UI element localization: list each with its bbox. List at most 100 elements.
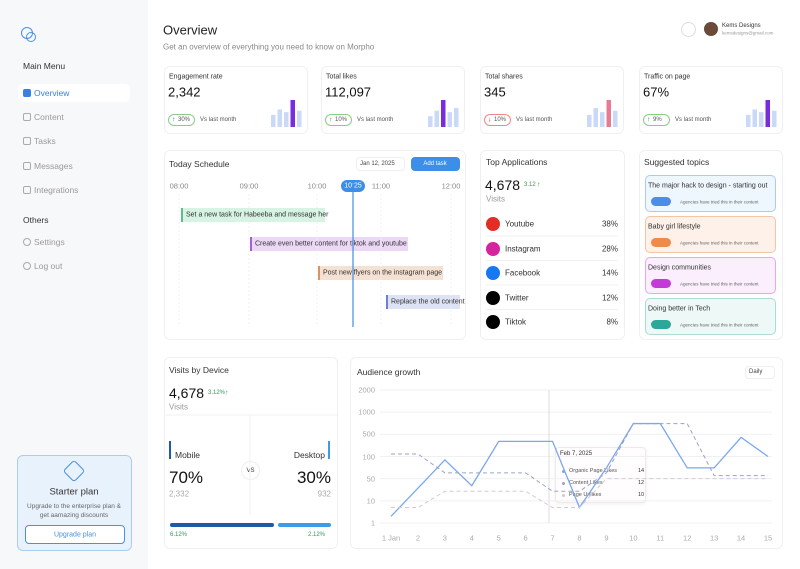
device-count: 932 [317, 489, 331, 499]
legend-name: Organic Page Likes [569, 468, 617, 474]
topic-title[interactable]: Design communities [648, 264, 712, 272]
badge [484, 114, 511, 126]
others-title: Others [23, 215, 49, 225]
mini-bar [606, 100, 611, 127]
x-tick-label: 14 [736, 533, 746, 543]
stat-value: 67% [643, 84, 670, 100]
task-label[interactable]: Post new flyers on the instagram page [323, 269, 443, 277]
menu-title: Main Menu [23, 61, 66, 71]
menu-icon [23, 113, 31, 121]
card-title: Audience growth [357, 367, 421, 377]
app-icon [486, 217, 500, 231]
x-tick-label: 11 [656, 533, 665, 543]
time-label: 11:00 [371, 181, 391, 191]
mini-bar [746, 114, 751, 127]
stat-value: 345 [484, 84, 506, 100]
mobile-progress [170, 523, 274, 527]
y-tick-label: 1000 [358, 407, 375, 417]
topic-title[interactable]: Doing better in Tech [648, 305, 711, 313]
app-icon [486, 315, 500, 329]
period-label[interactable]: Daily [749, 369, 763, 375]
app-share: 38% [601, 219, 618, 229]
menu-item[interactable]: Log out [34, 261, 63, 271]
promo-button-label[interactable]: Upgrade plan [53, 531, 97, 539]
promo-button[interactable] [25, 525, 125, 544]
topic-title[interactable]: The major hack to design - starting out [648, 182, 768, 190]
date-picker[interactable] [356, 157, 405, 171]
menu-icon [23, 137, 31, 145]
menu-icon [23, 262, 31, 270]
y-tick-label: 10 [366, 496, 375, 506]
time-label: 08:00 [169, 181, 189, 191]
badge-arrow: ↑ [329, 116, 333, 124]
topic-avatars [651, 320, 671, 329]
page-subtitle: Get an overview of everything you need t… [163, 42, 375, 52]
card-title: Visits by Device [169, 365, 229, 375]
x-tick-label: 10 [629, 533, 638, 543]
mini-bar [587, 114, 592, 127]
x-tick-label: 2 [415, 533, 421, 543]
menu-icon [23, 89, 31, 97]
app-share: 8% [606, 317, 618, 327]
app-icon [486, 266, 500, 280]
menu-item[interactable]: Content [34, 112, 64, 122]
add-task-label[interactable]: Add task [423, 161, 447, 167]
period-select[interactable] [745, 366, 775, 379]
device-share: 70% [169, 468, 204, 487]
menu-item[interactable]: Messages [34, 161, 73, 171]
badge [643, 114, 670, 126]
desktop-marker [328, 441, 330, 459]
task[interactable] [250, 237, 408, 251]
legend-name: Page Unlikes [569, 492, 602, 498]
menu-icon [23, 162, 31, 170]
logo [26, 32, 36, 42]
task-label[interactable]: Create even better content for tiktok an… [255, 240, 407, 248]
menu-item[interactable]: Settings [34, 237, 65, 247]
task[interactable] [318, 266, 443, 280]
app-name: Youtube [505, 219, 535, 229]
menu-item[interactable]: Integrations [34, 185, 79, 195]
task[interactable] [386, 295, 460, 309]
badge-value: 10% [494, 117, 507, 123]
badge-value: 10% [335, 117, 348, 123]
mini-bar [277, 109, 282, 127]
mini-bar [447, 112, 452, 127]
mini-bar [284, 112, 289, 127]
notification-button[interactable] [681, 22, 696, 37]
y-tick-label: 500 [362, 429, 375, 439]
app-name: Tiktok [505, 317, 527, 327]
badge [168, 114, 195, 126]
device-name: Mobile [175, 450, 201, 460]
topic-note: Agencies have tried this in their conten… [680, 281, 759, 287]
app-name: Facebook [505, 268, 541, 278]
date-label[interactable]: Jan 12, 2025 [360, 161, 395, 167]
mini-bar [434, 110, 439, 127]
badge [325, 114, 352, 126]
legend-swatch [562, 469, 565, 473]
x-tick-label: 5 [496, 533, 501, 543]
task-label[interactable]: Set a new task for Habeeba and message h… [186, 211, 329, 219]
page-title: Overview [163, 22, 218, 38]
mini-bar [441, 100, 446, 127]
add-task-button[interactable] [411, 157, 460, 171]
task[interactable] [181, 208, 325, 222]
promo-text: Upgrade to the enterprise plan & get aam… [27, 503, 121, 519]
devices-change: 3.12% [208, 390, 226, 396]
menu-item[interactable]: Tasks [34, 136, 56, 146]
topic-note: Agencies have tried this in their conten… [680, 199, 759, 205]
avatar [704, 22, 718, 36]
mini-bar [772, 110, 777, 127]
card-title: Today Schedule [169, 159, 230, 169]
time-label: 09:00 [239, 181, 259, 191]
tooltip-value: 14 [638, 468, 645, 474]
tooltip-value: 12 [638, 480, 645, 486]
device-share: 30% [296, 468, 331, 487]
user-email: kemsdesigns@gmail.com [722, 30, 774, 36]
topic-note: Agencies have tried this in their conten… [680, 240, 759, 246]
menu-item[interactable]: Overview [34, 88, 70, 98]
topic-title[interactable]: Baby girl lifestyle [648, 223, 701, 231]
mini-bar [613, 110, 618, 127]
task-label[interactable]: Replace the old content [391, 298, 465, 306]
